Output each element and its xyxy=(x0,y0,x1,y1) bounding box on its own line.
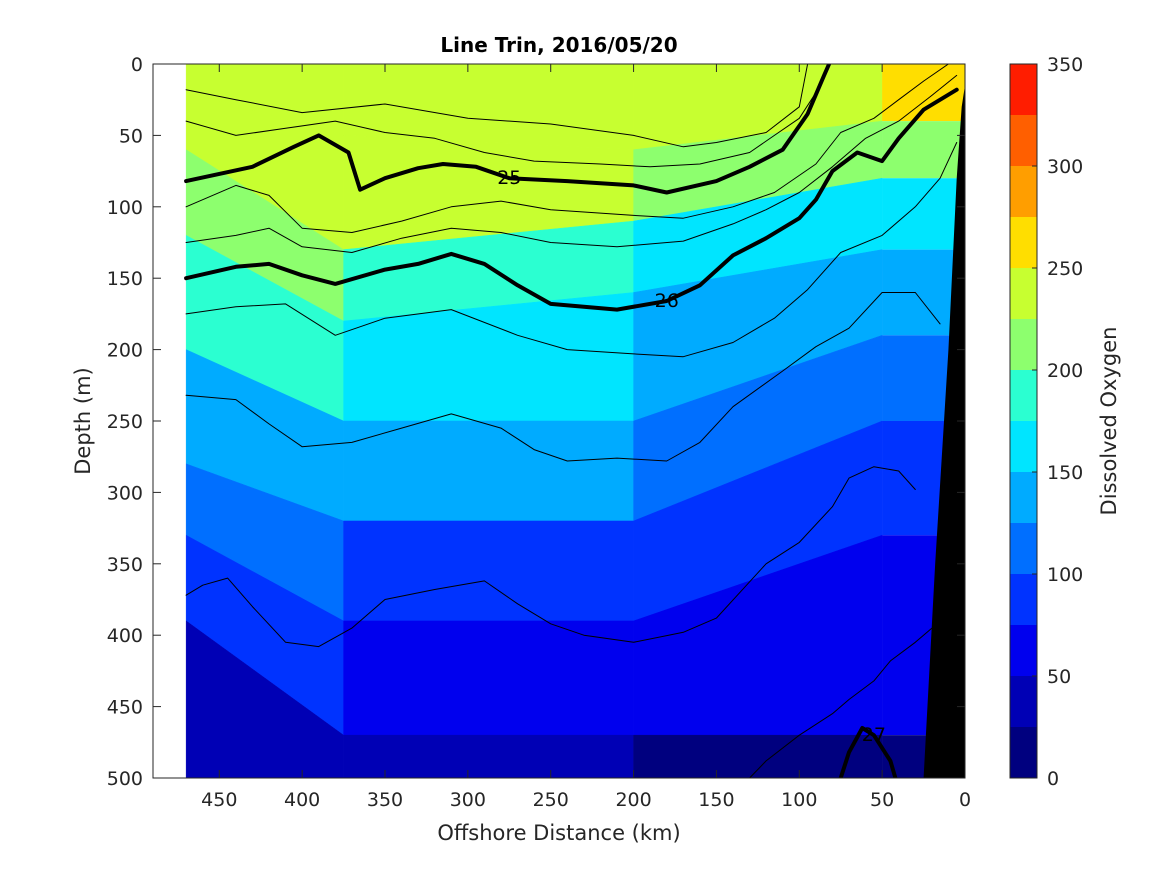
x-tick-label: 350 xyxy=(367,789,403,811)
density-contour-thin xyxy=(185,74,958,253)
oxygen-band xyxy=(343,734,634,778)
x-tick-label: 450 xyxy=(201,789,237,811)
y-axis-label: Depth (m) xyxy=(71,367,95,474)
colorbar-swatch xyxy=(1010,268,1037,319)
colorbar-swatch xyxy=(1010,574,1037,625)
x-tick-label: 50 xyxy=(870,789,894,811)
x-tick-label: 0 xyxy=(959,789,971,811)
oxygen-band xyxy=(343,64,634,150)
colorbar-tick-label: 200 xyxy=(1047,360,1083,382)
colorbar-tick-label: 300 xyxy=(1047,156,1083,178)
y-axis-ticks: 0 50 100 150 200 250 300 350 400 450 500 xyxy=(107,54,965,790)
colorbar-swatch xyxy=(1010,625,1037,676)
x-tick-label: 150 xyxy=(698,789,734,811)
y-tick-label: 450 xyxy=(107,697,143,719)
x-tick-label: 250 xyxy=(533,789,569,811)
colorbar-ticks: 0 50 100 150 200 250 300 350 xyxy=(1032,54,1083,790)
colorbar-swatch xyxy=(1010,472,1037,523)
density-contour-thin xyxy=(185,64,809,148)
colorbar-swatch xyxy=(1010,64,1037,115)
density-contour-thin xyxy=(185,64,949,233)
colorbar-swatch xyxy=(1010,727,1037,778)
colorbar-swatch xyxy=(1010,421,1037,472)
colorbar-frame xyxy=(1009,63,1038,779)
colorbar-swatch xyxy=(1010,166,1037,217)
density-contour-thin xyxy=(185,466,916,648)
y-tick-label: 300 xyxy=(107,482,143,504)
y-tick-label: 500 xyxy=(107,768,143,790)
contour-label: 27 xyxy=(862,724,886,746)
colorbar-swatch xyxy=(1010,319,1037,370)
colorbar-tick-label: 350 xyxy=(1047,54,1083,76)
x-tick-label: 300 xyxy=(450,789,486,811)
x-axis-ticks: 450 400 350 300 250 200 150 100 50 0 xyxy=(201,64,971,811)
contour-label: 26 xyxy=(655,290,679,312)
density-contour-layer: 25 26 27 xyxy=(184,64,959,778)
y-tick-label: 200 xyxy=(107,340,143,362)
oxygen-band xyxy=(343,420,634,522)
colorbar-tick-label: 250 xyxy=(1047,258,1083,280)
seafloor xyxy=(923,85,965,778)
colorbar-tick-label: 50 xyxy=(1047,666,1071,688)
colorbar-swatches xyxy=(1010,64,1037,778)
colorbar-swatch xyxy=(1010,217,1037,268)
oxygen-band xyxy=(343,620,634,736)
colorbar-label: Dissolved Oxygen xyxy=(1097,327,1121,516)
contour-label: 25 xyxy=(497,167,521,189)
y-tick-label: 250 xyxy=(107,411,143,433)
oxygen-band xyxy=(882,121,965,179)
colorbar-tick-label: 0 xyxy=(1047,768,1059,790)
x-tick-label: 400 xyxy=(284,789,320,811)
x-axis-label: Offshore Distance (km) xyxy=(437,821,680,845)
y-tick-label: 100 xyxy=(107,197,143,219)
density-contour-bold xyxy=(184,64,832,195)
density-contour-thin xyxy=(185,64,830,168)
x-tick-label: 100 xyxy=(781,789,817,811)
colorbar: 0 50 100 150 200 250 300 350 Dissolved Oxygen xyxy=(1009,54,1121,790)
colorbar-tick-label: 150 xyxy=(1047,462,1083,484)
oxygen-band xyxy=(185,620,344,778)
y-tick-label: 400 xyxy=(107,625,143,647)
y-tick-label: 0 xyxy=(131,54,143,76)
colorbar-swatch xyxy=(1010,115,1037,166)
colorbar-swatch xyxy=(1010,523,1037,574)
y-tick-label: 50 xyxy=(119,125,143,147)
colorbar-swatch xyxy=(1010,676,1037,727)
x-tick-label: 200 xyxy=(615,789,651,811)
y-tick-label: 350 xyxy=(107,554,143,576)
y-tick-label: 150 xyxy=(107,268,143,290)
oxygen-band xyxy=(343,520,634,622)
oxygen-band xyxy=(882,178,965,250)
chart-title: Line Trin, 2016/05/20 xyxy=(440,33,677,57)
density-contour-thin xyxy=(185,142,958,358)
plot-area: 25 26 27 xyxy=(153,64,965,778)
colorbar-swatch xyxy=(1010,370,1037,421)
density-contour-bold xyxy=(184,87,959,312)
colorbar-tick-label: 100 xyxy=(1047,564,1083,586)
seafloor-layer xyxy=(923,85,965,778)
density-contour-thin xyxy=(185,292,941,462)
density-contour-bold xyxy=(838,726,898,778)
density-contour-thin xyxy=(749,627,933,778)
oxygen-fill-layer xyxy=(185,64,965,778)
